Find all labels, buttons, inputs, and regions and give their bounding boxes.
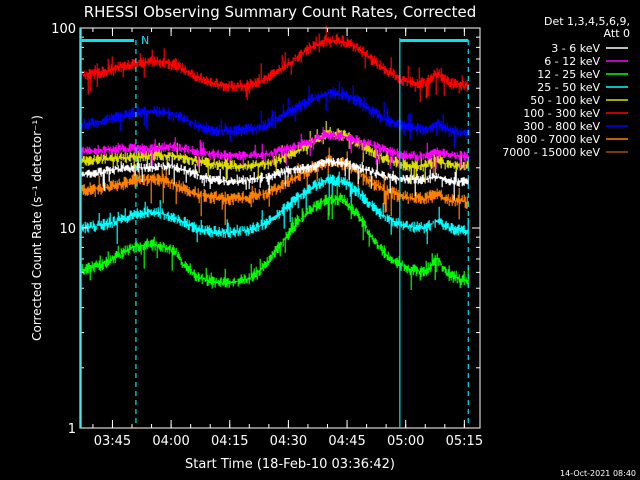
x-tick-label: 05:00 [387, 434, 424, 449]
x-tick-label: 05:15 [446, 434, 483, 449]
generation-timestamp: 14-Oct-2021 08:40 [560, 469, 636, 478]
y-tick-label: 10 [59, 222, 76, 237]
legend-header-line-2: Att 0 [604, 27, 630, 40]
y-axis-label: Corrected Count Rate (s⁻¹ detector⁻¹) [30, 115, 44, 341]
plot-area: 1 10 100 03:45 04:00 04:15 04:30 04:45 05:00 05:1… [51, 22, 483, 449]
legend-entry-label: 300 - 800 keV [523, 120, 600, 133]
legend-header-line-1: Det 1,3,4,5,6,9, [544, 15, 630, 28]
y-tick-label: 100 [51, 22, 76, 37]
legend-entry-label: 12 - 25 keV [537, 68, 600, 81]
x-tick-label: 04:30 [270, 434, 307, 449]
x-tick-label: 04:45 [328, 434, 365, 449]
y-tick-label: 1 [68, 422, 76, 437]
legend-entry-label: 6 - 12 keV [544, 55, 600, 68]
legend-entry-label: 25 - 50 keV [537, 81, 600, 94]
legend-entry-label: 100 - 300 keV [523, 107, 600, 120]
x-tick-label: 04:00 [152, 434, 189, 449]
night-bar [399, 39, 469, 42]
legend-entry-label: 7000 - 15000 keV [502, 146, 600, 159]
x-tick-label: 03:45 [94, 434, 131, 449]
legend-entry-label: 800 - 7000 keV [516, 133, 600, 146]
chart-title: RHESSI Observing Summary Count Rates, Co… [84, 3, 477, 21]
legend-entry-label: 50 - 100 keV [530, 94, 600, 107]
x-tick-label: 04:15 [211, 434, 248, 449]
legend-entry-label: 3 - 6 keV [551, 42, 600, 55]
x-axis-label: Start Time (18-Feb-10 03:36:42) [185, 457, 395, 472]
night-bar [80, 39, 134, 42]
night-bar-label: N [141, 34, 149, 47]
